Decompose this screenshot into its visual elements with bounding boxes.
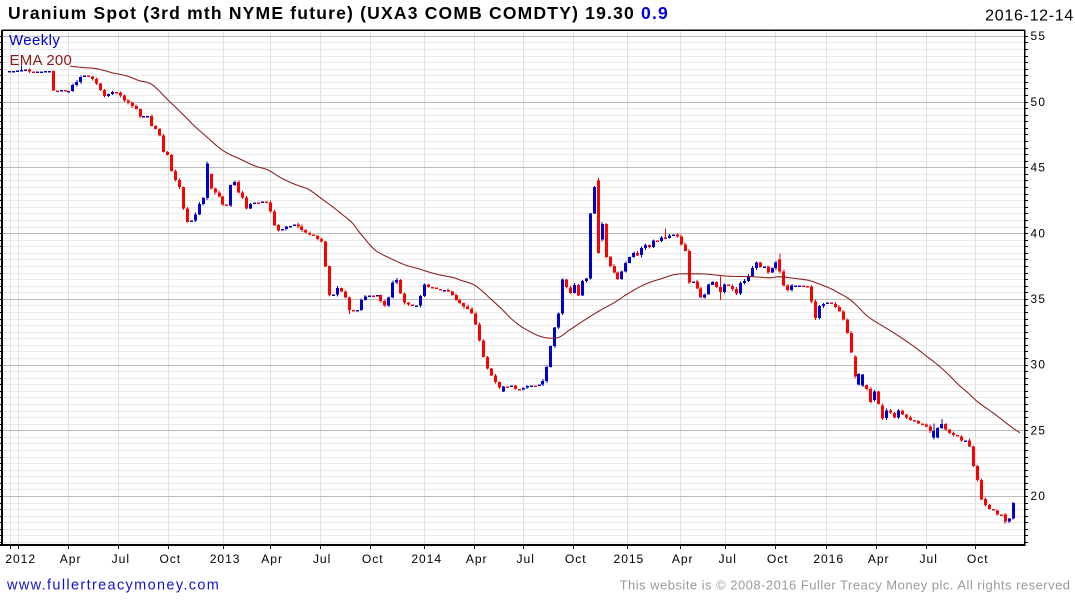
svg-text:50: 50 bbox=[1031, 95, 1047, 109]
svg-text:40: 40 bbox=[1031, 226, 1047, 240]
svg-text:45: 45 bbox=[1031, 161, 1047, 175]
svg-text:EMA 200: EMA 200 bbox=[10, 52, 73, 69]
svg-text:Jul: Jul bbox=[920, 552, 938, 566]
svg-text:2012: 2012 bbox=[5, 552, 36, 566]
svg-text:Jul: Jul bbox=[112, 552, 130, 566]
svg-text:35: 35 bbox=[1031, 292, 1047, 306]
svg-text:Apr: Apr bbox=[672, 552, 694, 566]
svg-text:Jul: Jul bbox=[517, 552, 535, 566]
svg-text:Apr: Apr bbox=[868, 552, 890, 566]
svg-text:Oct: Oct bbox=[362, 552, 384, 566]
svg-text:2016-12-14: 2016-12-14 bbox=[985, 7, 1074, 24]
svg-text:20: 20 bbox=[1031, 489, 1047, 503]
svg-text:www.fullertreacymoney.com: www.fullertreacymoney.com bbox=[6, 578, 220, 594]
svg-text:This website is © 2008-2016 Fu: This website is © 2008-2016 Fuller Treac… bbox=[620, 578, 1071, 593]
svg-text:Apr: Apr bbox=[466, 552, 488, 566]
svg-text:Weekly: Weekly bbox=[9, 32, 60, 49]
svg-text:Oct: Oct bbox=[967, 552, 989, 566]
svg-text:Oct: Oct bbox=[565, 552, 587, 566]
svg-text:2015: 2015 bbox=[614, 552, 645, 566]
svg-text:Jul: Jul bbox=[719, 552, 737, 566]
svg-text:Apr: Apr bbox=[60, 552, 82, 566]
svg-text:30: 30 bbox=[1031, 358, 1047, 372]
svg-text:Apr: Apr bbox=[261, 552, 283, 566]
svg-text:55: 55 bbox=[1031, 29, 1047, 43]
svg-text:Oct: Oct bbox=[159, 552, 181, 566]
svg-text:25: 25 bbox=[1031, 424, 1047, 438]
svg-text:2014: 2014 bbox=[411, 552, 442, 566]
svg-text:2013: 2013 bbox=[210, 552, 241, 566]
svg-text:2016: 2016 bbox=[813, 552, 844, 566]
svg-text:Oct: Oct bbox=[767, 552, 789, 566]
svg-text:Jul: Jul bbox=[313, 552, 331, 566]
svg-text:Uranium Spot (3rd mth NYME fut: Uranium Spot (3rd mth NYME future) (UXA3… bbox=[8, 3, 669, 23]
